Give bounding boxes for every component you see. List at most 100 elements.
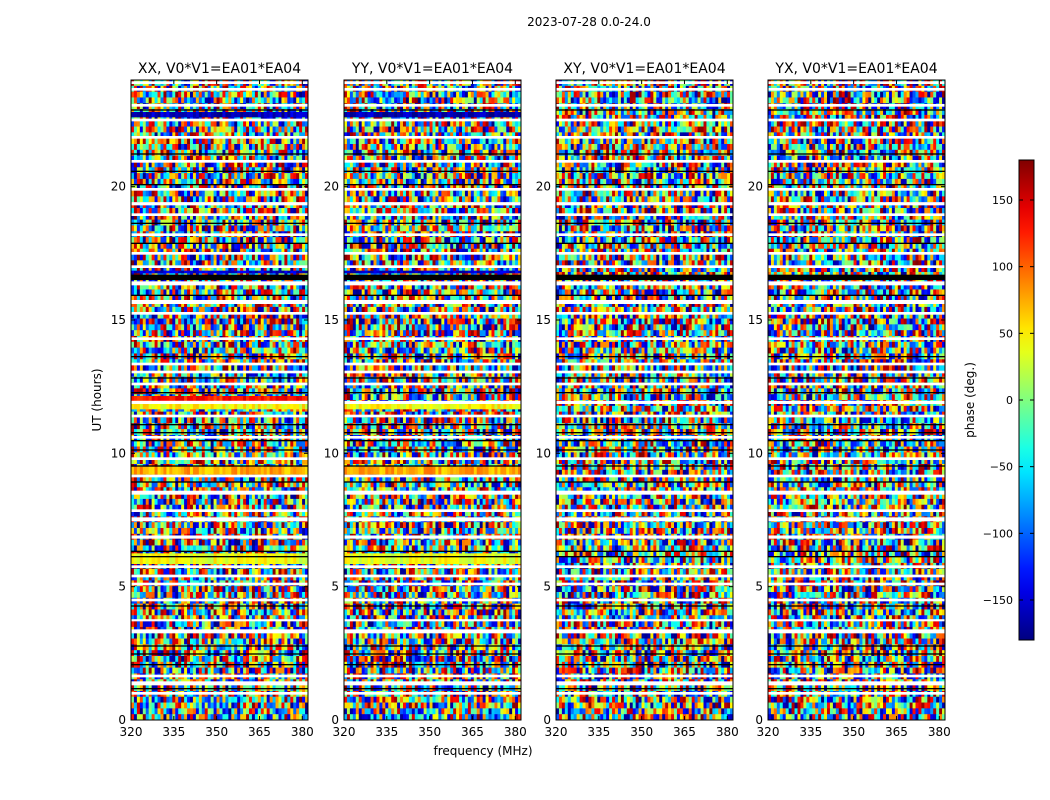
flagged-band: [556, 88, 733, 91]
coherent-band: [367, 404, 371, 410]
coherent-band: [254, 553, 259, 564]
coherent-band: [266, 553, 270, 564]
flagged-band: [131, 582, 308, 586]
flagged-band: [556, 574, 733, 578]
coherent-band: [148, 404, 152, 410]
coherent-band: [145, 404, 149, 410]
gap-band: [344, 688, 521, 690]
coherent-band: [290, 553, 294, 564]
coherent-band: [382, 466, 386, 475]
flagged-band: [131, 312, 308, 315]
coherent-band: [142, 396, 147, 402]
coherent-band: [376, 466, 380, 475]
flagged-band: [768, 370, 945, 374]
coherent-band: [518, 270, 521, 274]
coherent-band: [246, 553, 250, 564]
coherent-band: [506, 270, 510, 274]
coherent-band: [426, 112, 430, 118]
coherent-band: [145, 553, 149, 564]
colorbar-tick-label: 150: [992, 194, 1013, 207]
coherent-band: [456, 553, 460, 564]
gap-band: [556, 556, 733, 558]
coherent-band: [287, 553, 291, 564]
flagged-band: [131, 265, 308, 268]
flagged-band: [556, 414, 733, 418]
flagged-band: [344, 565, 521, 568]
coherent-band: [456, 270, 460, 274]
flagged-band: [768, 252, 945, 255]
coherent-band: [172, 466, 176, 475]
coherent-band: [204, 112, 208, 118]
coherent-band: [284, 270, 288, 274]
flagged-band: [131, 88, 308, 91]
coherent-band: [249, 466, 253, 475]
gap-band: [344, 184, 521, 186]
flagged-band: [344, 582, 521, 586]
coherent-band: [151, 112, 155, 118]
x-tick-label: 335: [587, 725, 610, 739]
coherent-band: [456, 112, 460, 118]
coherent-band: [506, 112, 510, 118]
coherent-band: [515, 112, 519, 118]
coherent-band: [166, 553, 170, 564]
panel-4: YX, V0*V1=EA01*EA04 320 335 350 365 380 0 5 10 15…: [748, 61, 951, 739]
flagged-band: [131, 535, 308, 539]
gap-band: [768, 377, 945, 379]
gap-band: [556, 356, 733, 358]
coherent-band: [450, 270, 454, 274]
gap-band: [556, 377, 733, 379]
flagged-band: [556, 565, 733, 568]
coherent-band: [444, 404, 448, 410]
flagged-band: [131, 565, 308, 568]
coherent-band: [172, 404, 176, 410]
coherent-band: [272, 553, 276, 564]
flagged-band: [344, 474, 521, 478]
coherent-band: [157, 466, 161, 475]
coherent-band: [240, 112, 244, 118]
coherent-band: [148, 112, 152, 118]
coherent-band: [376, 404, 380, 410]
coherent-band: [175, 553, 179, 564]
coherent-band: [142, 112, 147, 118]
coherent-band: [464, 553, 469, 564]
coherent-band: [192, 466, 197, 475]
coherent-band: [485, 404, 489, 410]
coherent-band: [400, 112, 404, 118]
coherent-band: [148, 270, 152, 274]
gap-band: [768, 274, 945, 280]
coherent-band: [237, 404, 241, 410]
flagged-band: [768, 136, 945, 139]
flagged-band: [768, 400, 945, 404]
coherent-band: [269, 553, 273, 564]
coherent-band: [382, 553, 386, 564]
coherent-band: [169, 466, 173, 475]
flagged-band: [556, 160, 733, 163]
flagged-band: [131, 414, 308, 418]
coherent-band: [145, 466, 149, 475]
coherent-band: [290, 466, 294, 475]
gap-band: [556, 645, 733, 647]
flagged-band: [768, 213, 945, 216]
coherent-band: [225, 112, 229, 118]
coherent-band: [184, 466, 188, 475]
coherent-band: [254, 112, 259, 118]
coherent-band: [479, 404, 483, 410]
coherent-band: [358, 270, 362, 274]
gap-band: [556, 440, 733, 442]
phase-image: [556, 80, 733, 720]
coherent-band: [222, 466, 226, 475]
y-tick-label: 5: [543, 580, 551, 594]
coherent-band: [263, 466, 267, 475]
gap-band: [768, 653, 945, 655]
x-tick-label: 365: [461, 725, 484, 739]
coherent-band: [222, 553, 226, 564]
coherent-band: [201, 112, 206, 118]
coherent-band: [151, 466, 155, 475]
coherent-band: [464, 466, 469, 475]
flagged-band: [344, 629, 521, 634]
flagged-band: [556, 517, 733, 522]
coherent-band: [485, 112, 489, 118]
coherent-band: [195, 270, 200, 274]
coherent-band: [216, 404, 220, 410]
coherent-band: [299, 466, 303, 475]
